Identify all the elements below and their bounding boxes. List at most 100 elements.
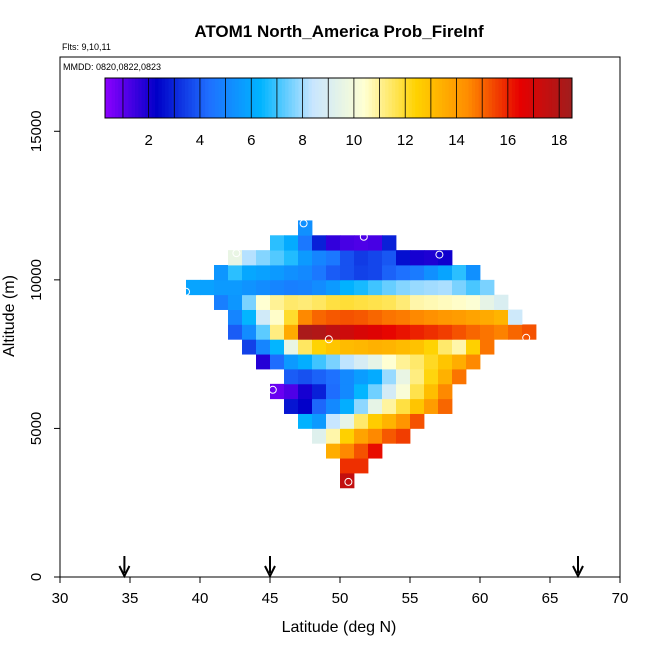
- colorbar-segment: [368, 78, 373, 118]
- x-tick-label: 45: [262, 590, 279, 607]
- colorbar-segment: [308, 78, 313, 118]
- colorbar-segment: [508, 78, 513, 118]
- heatmap-cell: [368, 279, 383, 296]
- heatmap-cell: [298, 279, 313, 296]
- heatmap-cell: [340, 235, 355, 251]
- heatmap-cell: [312, 294, 327, 310]
- heatmap-cell: [480, 324, 495, 340]
- colorbar-segment: [405, 78, 410, 118]
- colorbar-segment: [325, 78, 329, 118]
- colorbar-segment: [371, 78, 376, 118]
- heatmap-cell: [312, 383, 327, 400]
- heatmap-cell: [284, 324, 299, 340]
- heatmap-cell: [382, 309, 397, 325]
- colorbar-segment: [538, 78, 543, 118]
- heatmap-cell: [382, 428, 397, 444]
- colorbar-segment: [135, 78, 139, 118]
- heatmap-cell: [396, 413, 411, 429]
- heatmap-cell: [368, 443, 383, 459]
- heatmap-cell: [410, 294, 425, 310]
- heatmap-cell: [354, 398, 369, 414]
- heatmap-cell: [480, 279, 495, 296]
- heatmap-cell: [340, 473, 355, 489]
- colorbar-segment: [125, 78, 129, 118]
- heatmap-cell: [298, 354, 313, 370]
- colorbar-segment: [305, 78, 309, 118]
- heatmap-cell: [396, 309, 411, 325]
- heatmap-cell: [522, 324, 537, 340]
- flight-marker-arrowhead: [118, 565, 131, 579]
- colorbar-segment: [365, 78, 370, 118]
- heatmap-cell: [354, 265, 369, 281]
- x-axis-label: Latitude (deg N): [282, 619, 397, 636]
- heatmap-cell: [340, 279, 355, 296]
- colorbar-segment: [221, 78, 226, 118]
- heatmap-cell: [354, 413, 369, 429]
- heatmap-cell: [382, 354, 397, 370]
- heatmap-cell: [466, 339, 481, 355]
- heatmap-cell: [368, 324, 383, 340]
- heatmap-cell: [242, 265, 257, 281]
- heatmap-cell: [228, 309, 243, 325]
- heatmap-cell: [466, 279, 481, 296]
- heatmap-cell: [340, 458, 355, 474]
- colorbar-segment: [348, 78, 353, 118]
- white-circle: [435, 250, 444, 259]
- y-tick-label: 0: [28, 573, 45, 581]
- colorbar-segment: [145, 78, 149, 118]
- heatmap-cell: [396, 354, 411, 370]
- heatmap-cell: [466, 265, 481, 281]
- heatmap-cell: [228, 279, 243, 296]
- colorbar-segment: [235, 78, 239, 118]
- heatmap-cell: [340, 443, 355, 459]
- heatmap-cell: [270, 294, 285, 310]
- colorbar-segment: [295, 78, 299, 118]
- heatmap-cell: [228, 294, 243, 310]
- colorbar-segment: [218, 78, 223, 118]
- heatmap-cell: [284, 369, 299, 385]
- heatmap-cell: [340, 398, 355, 414]
- colorbar-segment: [561, 78, 566, 118]
- colorbar-segment: [418, 78, 423, 118]
- heatmap-cell: [340, 324, 355, 340]
- heatmap-cell: [368, 369, 383, 385]
- heatmap-cell: [452, 339, 467, 355]
- colorbar-segment: [388, 78, 393, 118]
- white-circle: [522, 333, 531, 342]
- heatmap-cell: [368, 235, 383, 251]
- colorbar-segment: [185, 78, 189, 118]
- colorbar-segment: [391, 78, 396, 118]
- heatmap-cell: [312, 398, 327, 414]
- colorbar-segment: [501, 78, 506, 118]
- heatmap-cell: [354, 443, 369, 459]
- colorbar-segment: [528, 78, 533, 118]
- heatmap-cell: [270, 354, 285, 370]
- heatmap-cell: [354, 428, 369, 444]
- heatmap-cell: [396, 324, 411, 340]
- heatmap-cell: [312, 369, 327, 385]
- heatmap-cell: [368, 309, 383, 325]
- heatmap-cell: [494, 324, 509, 340]
- chart-note: MMDD: 0820,0822,0823: [63, 62, 161, 72]
- heatmap-cell: [312, 265, 327, 281]
- heatmap-cell: [284, 354, 299, 370]
- heatmap-cell: [242, 294, 257, 310]
- colorbar-segment: [165, 78, 169, 118]
- colorbar-segment: [255, 78, 259, 118]
- colorbar-segment: [318, 78, 323, 118]
- heatmap-cell: [340, 265, 355, 281]
- heatmap-cell: [438, 250, 453, 266]
- heatmap-cell: [298, 265, 313, 281]
- heatmap-cell: [340, 413, 355, 429]
- colorbar-segment: [225, 78, 229, 118]
- colorbar-segment: [431, 78, 436, 118]
- colorbar-segment: [121, 78, 126, 118]
- heatmap-cell: [466, 309, 481, 325]
- heatmap-cell: [354, 294, 369, 310]
- heatmap-cell: [368, 250, 383, 266]
- colorbar-segment: [378, 78, 383, 118]
- heatmap-cell: [438, 339, 453, 355]
- heatmap-cell: [396, 383, 411, 400]
- colorbar-segment: [451, 78, 456, 118]
